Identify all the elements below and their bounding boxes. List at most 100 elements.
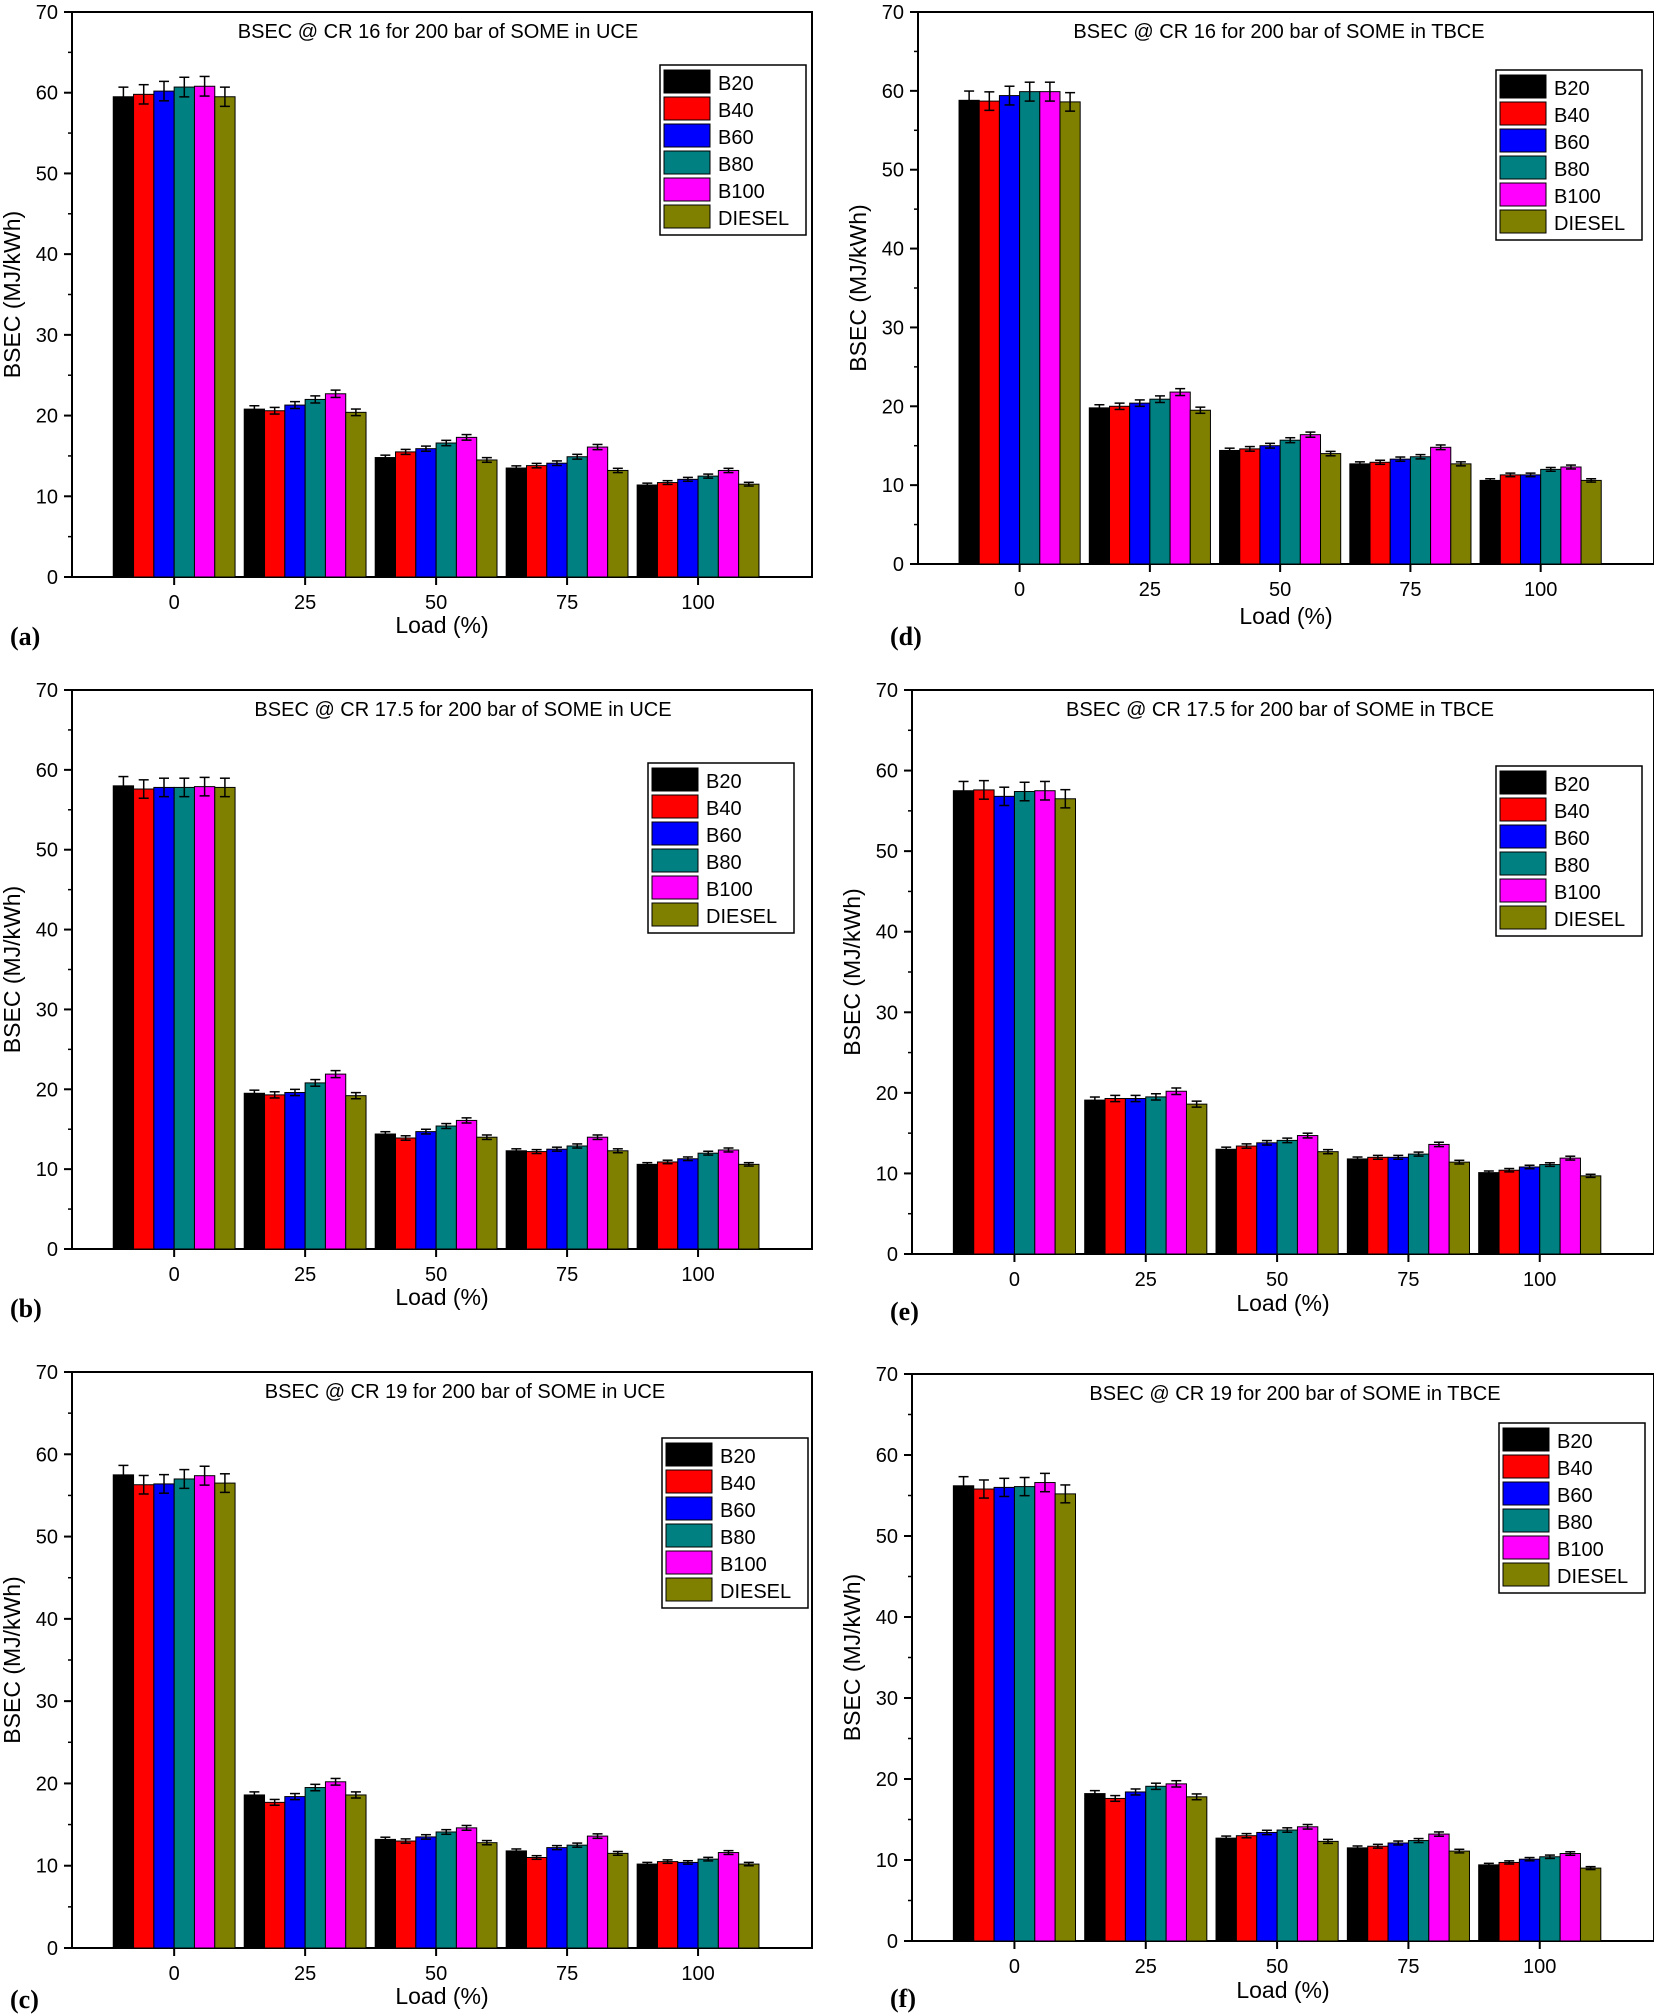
y-tick-label: 50	[36, 1527, 58, 1549]
legend-swatch-b60	[665, 1496, 713, 1521]
legend-label-b60: B60	[1554, 132, 1590, 154]
x-axis-label: Load (%)	[1236, 1977, 1329, 2003]
y-tick-label: 60	[36, 83, 58, 105]
bar-b80-load-25	[1145, 1785, 1167, 1942]
bar-b40-load-100	[1498, 1169, 1520, 1255]
y-tick-label: 0	[47, 1239, 58, 1261]
bar-b40-load-75	[1369, 461, 1391, 565]
bar-b100-load-50	[455, 1827, 478, 1949]
legend-swatch-b60	[1502, 1481, 1550, 1506]
panel-letter: (d)	[890, 622, 922, 651]
legend-label-b60: B60	[718, 127, 754, 149]
y-axis-label: BSEC (MJ/kWh)	[839, 1574, 865, 1741]
y-tick-label: 50	[36, 840, 58, 862]
legend-label-b60: B60	[720, 1500, 756, 1522]
bar-b80-load-50	[1276, 1829, 1298, 1942]
y-tick-label: 0	[887, 1931, 898, 1953]
legend-swatch-diesel	[663, 204, 711, 229]
x-tick-label: 75	[556, 1264, 578, 1286]
bar-b100-load-50	[455, 436, 478, 578]
bar-b100-load-0	[1034, 790, 1056, 1255]
panel-letter: (a)	[10, 622, 40, 651]
legend-swatch-b40	[665, 1469, 713, 1494]
chart-title: BSEC @ CR 16 for 200 bar of SOME in TBCE	[1073, 21, 1484, 43]
bar-b60-load-25	[1124, 1791, 1147, 1942]
x-tick-label: 0	[169, 592, 180, 614]
bar-b100-load-25	[324, 1073, 347, 1250]
bar-diesel-load-25	[345, 411, 367, 578]
bar-diesel-load-50	[476, 1842, 498, 1949]
bar-b100-load-0	[1039, 91, 1061, 565]
y-tick-label: 30	[36, 325, 58, 347]
legend-label-b80: B80	[1554, 159, 1590, 181]
legend-swatch-b80	[1499, 851, 1547, 876]
y-tick-label: 70	[36, 680, 58, 702]
y-tick-label: 20	[882, 396, 904, 418]
panel-letter: (b)	[10, 1294, 42, 1323]
chart-title: BSEC @ CR 17.5 for 200 bar of SOME in TB…	[1066, 699, 1494, 721]
bar-b100-load-100	[1560, 466, 1582, 565]
bar-b100-load-25	[1165, 1783, 1187, 1942]
bar-b40-load-0	[133, 1484, 155, 1949]
chart-title: BSEC @ CR 19 for 200 bar of SOME in UCE	[265, 1381, 665, 1403]
bar-b80-load-75	[566, 456, 588, 578]
bar-b100-load-0	[193, 1475, 216, 1949]
legend-label-b40: B40	[706, 798, 742, 820]
legend-label-diesel: DIESEL	[718, 208, 789, 230]
legend-label-b100: B100	[718, 181, 765, 203]
bar-diesel-load-75	[1448, 1850, 1470, 1942]
bar-b20-load-75	[505, 1150, 527, 1250]
x-tick-label: 75	[1397, 1269, 1419, 1291]
bar-b20-load-50	[1215, 1148, 1237, 1255]
legend-swatch-b40	[1502, 1454, 1550, 1479]
legend-swatch-b40	[1499, 797, 1547, 822]
legend-swatch-b60	[1499, 824, 1547, 849]
bar-b40-load-50	[395, 451, 417, 578]
x-tick-label: 0	[1009, 1956, 1020, 1978]
bar-diesel-load-50	[1317, 1151, 1339, 1255]
legend-label-b80: B80	[720, 1527, 756, 1549]
y-tick-label: 70	[876, 1364, 898, 1386]
bar-b40-load-75	[1367, 1845, 1389, 1942]
y-tick-label: 30	[36, 999, 58, 1021]
bar-b60-load-50	[1259, 445, 1281, 565]
x-axis-label: Load (%)	[1236, 1290, 1329, 1316]
bar-b80-load-0	[173, 86, 195, 578]
x-axis-label: Load (%)	[395, 1284, 488, 1310]
bar-diesel-load-25	[345, 1095, 367, 1250]
bar-b20-load-75	[505, 1850, 527, 1949]
x-axis-label: Load (%)	[395, 612, 488, 638]
legend-swatch-b60	[1499, 128, 1547, 153]
bar-b60-load-25	[1129, 402, 1151, 565]
bar-b40-load-25	[264, 1801, 286, 1949]
legend-label-b80: B80	[1557, 1512, 1593, 1534]
legend-swatch-b80	[665, 1523, 713, 1548]
y-tick-label: 50	[876, 841, 898, 863]
y-axis-label: BSEC (MJ/kWh)	[0, 1576, 25, 1743]
legend-swatch-diesel	[1502, 1562, 1550, 1587]
legend-swatch-b80	[663, 150, 711, 175]
legend-swatch-b100	[1499, 182, 1547, 207]
x-tick-label: 100	[1523, 1269, 1556, 1291]
bar-b40-load-75	[525, 1856, 548, 1949]
x-tick-label: 25	[1135, 1956, 1157, 1978]
y-tick-label: 60	[876, 761, 898, 783]
bar-b80-load-25	[304, 1082, 326, 1250]
bar-b20-load-0	[112, 1474, 135, 1949]
legend-swatch-b100	[1502, 1535, 1550, 1560]
legend-swatch-b20	[1502, 1427, 1550, 1452]
bar-b100-load-100	[717, 1852, 740, 1949]
bar-b100-load-100	[717, 1149, 740, 1250]
bar-b80-load-75	[1409, 456, 1432, 565]
bar-b20-load-0	[952, 1485, 975, 1942]
legend-swatch-b100	[651, 875, 699, 900]
legend-label-diesel: DIESEL	[706, 906, 777, 928]
bar-b60-load-25	[1124, 1097, 1147, 1255]
y-tick-label: 10	[876, 1850, 898, 1872]
x-tick-label: 25	[294, 592, 316, 614]
bar-b20-load-0	[952, 790, 975, 1255]
legend-label-b100: B100	[1557, 1539, 1604, 1561]
bar-b100-load-75	[1428, 1143, 1450, 1255]
bar-b60-load-100	[1518, 1858, 1541, 1942]
x-axis-label: Load (%)	[395, 1983, 488, 2009]
